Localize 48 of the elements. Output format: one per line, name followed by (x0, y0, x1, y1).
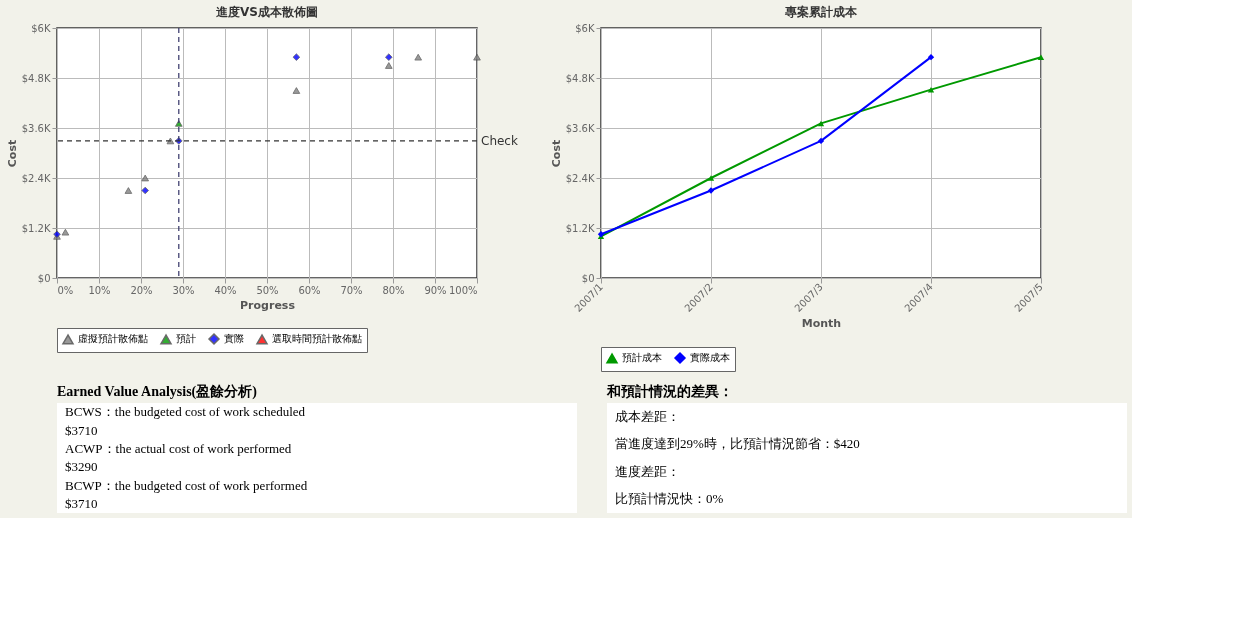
chart-title: 專案累計成本 (784, 5, 858, 19)
x-axis-title: Month (801, 316, 842, 330)
y-axis-title: Cost (5, 139, 19, 168)
y-tick-label: $0 (581, 272, 595, 284)
text: $3710 (65, 495, 98, 511)
y-tick-label: $1.2K (21, 222, 51, 234)
y-tick-label: $2.4K (21, 172, 51, 184)
legend-label: 虛擬預計散佈點 (78, 333, 148, 345)
x-tick-label: 10% (88, 284, 111, 296)
x-axis-title: Progress (240, 298, 296, 312)
legend-label: 預計成本 (622, 352, 662, 364)
ref-line-label: Check (481, 133, 518, 148)
x-tick-label: 60% (298, 284, 321, 296)
text: 成本差距： (615, 408, 680, 424)
x-tick-label: 100% (448, 284, 478, 296)
y-tick-label: $6K (575, 22, 595, 34)
legend-label: 實際 (224, 333, 244, 344)
text: $3710 (65, 422, 98, 438)
text: 進度差距： (615, 463, 680, 479)
y-tick-label: $6K (31, 22, 51, 34)
legend-label: 選取時間預計散佈點 (272, 333, 362, 345)
text: BCWS：the budgeted cost of work scheduled (65, 404, 306, 420)
text: ACWP：the actual cost of work performed (65, 440, 292, 456)
x-tick-label: 50% (256, 284, 279, 296)
text: Earned Value Analysis(盈餘分析) (57, 384, 258, 400)
y-tick-label: $4.8K (21, 72, 51, 84)
chart-title: 進度VS成本散佈圖 (215, 5, 318, 19)
text: 和預計情況的差異： (606, 384, 733, 399)
x-tick-label: 0% (57, 284, 74, 296)
x-tick-label: 80% (382, 284, 405, 296)
y-tick-label: $3.6K (565, 122, 595, 134)
y-tick-label: $4.8K (565, 72, 595, 84)
text: 當進度達到29%時，比預計情況節省：$420 (615, 436, 860, 452)
x-tick-label: 90% (424, 284, 447, 296)
legend-label: 實際成本 (690, 352, 730, 363)
text: 比預計情況快：0% (615, 491, 724, 507)
text: BCWP：the budgeted cost of work performed (65, 477, 308, 493)
y-tick-label: $3.6K (21, 122, 51, 134)
legend-label: 預計 (176, 333, 196, 345)
x-tick-label: 40% (214, 284, 237, 296)
y-axis-title: Cost (549, 139, 563, 168)
y-tick-label: $2.4K (565, 172, 595, 184)
x-tick-label: 20% (130, 284, 153, 296)
text: $3290 (65, 459, 98, 475)
y-tick-label: $0 (37, 272, 51, 284)
y-tick-label: $1.2K (565, 222, 595, 234)
x-tick-label: 30% (172, 284, 195, 296)
x-tick-label: 70% (340, 284, 363, 296)
